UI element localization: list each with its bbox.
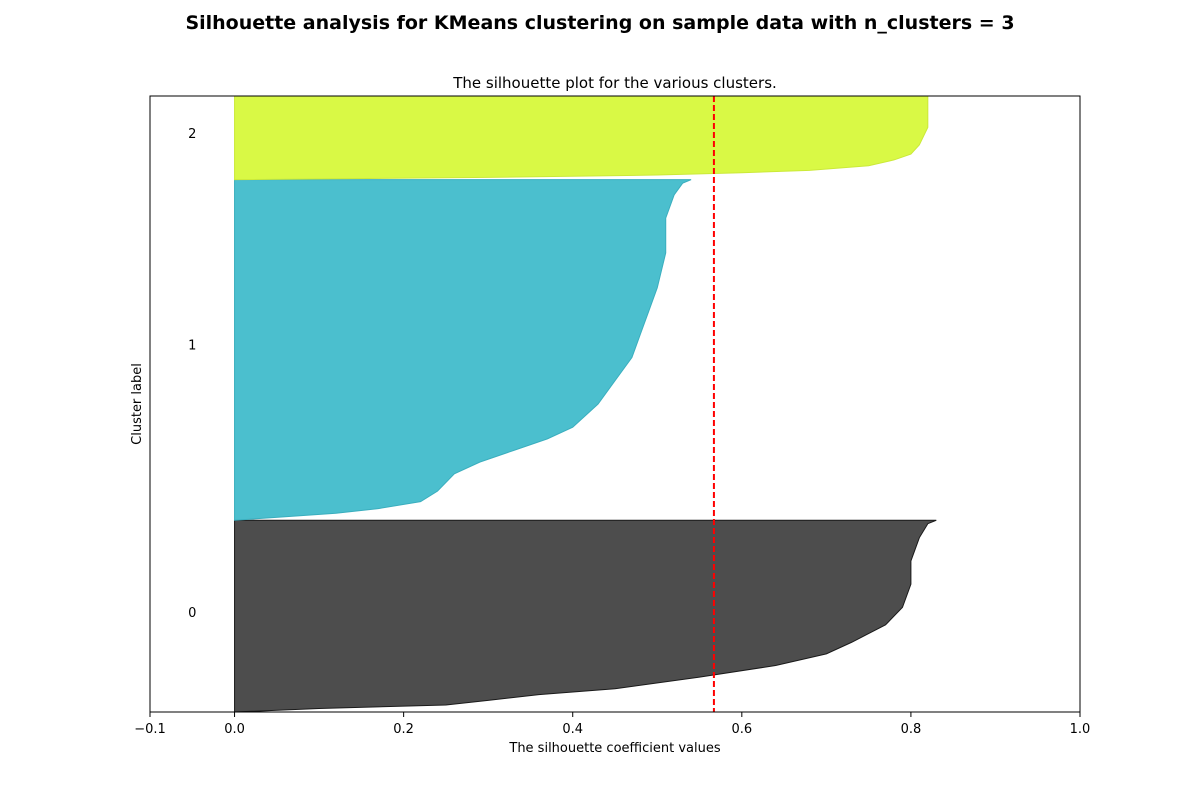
x-tick-label: −0.1 bbox=[134, 722, 166, 737]
y-axis-label: Cluster label bbox=[130, 363, 145, 445]
x-tick-label: 0.2 bbox=[393, 722, 414, 737]
plot-title: The silhouette plot for the various clus… bbox=[452, 74, 777, 92]
x-tick-label: 0.4 bbox=[562, 722, 583, 737]
cluster-label-1: 1 bbox=[188, 339, 196, 354]
x-tick-label: 1.0 bbox=[1070, 722, 1091, 737]
x-axis-label: The silhouette coefficient values bbox=[508, 741, 720, 756]
axes-frame bbox=[149, 95, 1081, 713]
x-tick-label: 0.8 bbox=[901, 722, 922, 737]
cluster-label-0: 0 bbox=[188, 606, 196, 621]
x-tick-label: 0.6 bbox=[731, 722, 752, 737]
silhouette-area-cluster-0 bbox=[234, 519, 937, 712]
figure-suptitle: Silhouette analysis for KMeans clusterin… bbox=[185, 12, 1015, 34]
cluster-label-2: 2 bbox=[188, 127, 196, 142]
x-tick-label: 0.0 bbox=[224, 722, 245, 737]
silhouette-area-cluster-1 bbox=[234, 179, 692, 521]
silhouette-area-cluster-2 bbox=[234, 96, 929, 181]
